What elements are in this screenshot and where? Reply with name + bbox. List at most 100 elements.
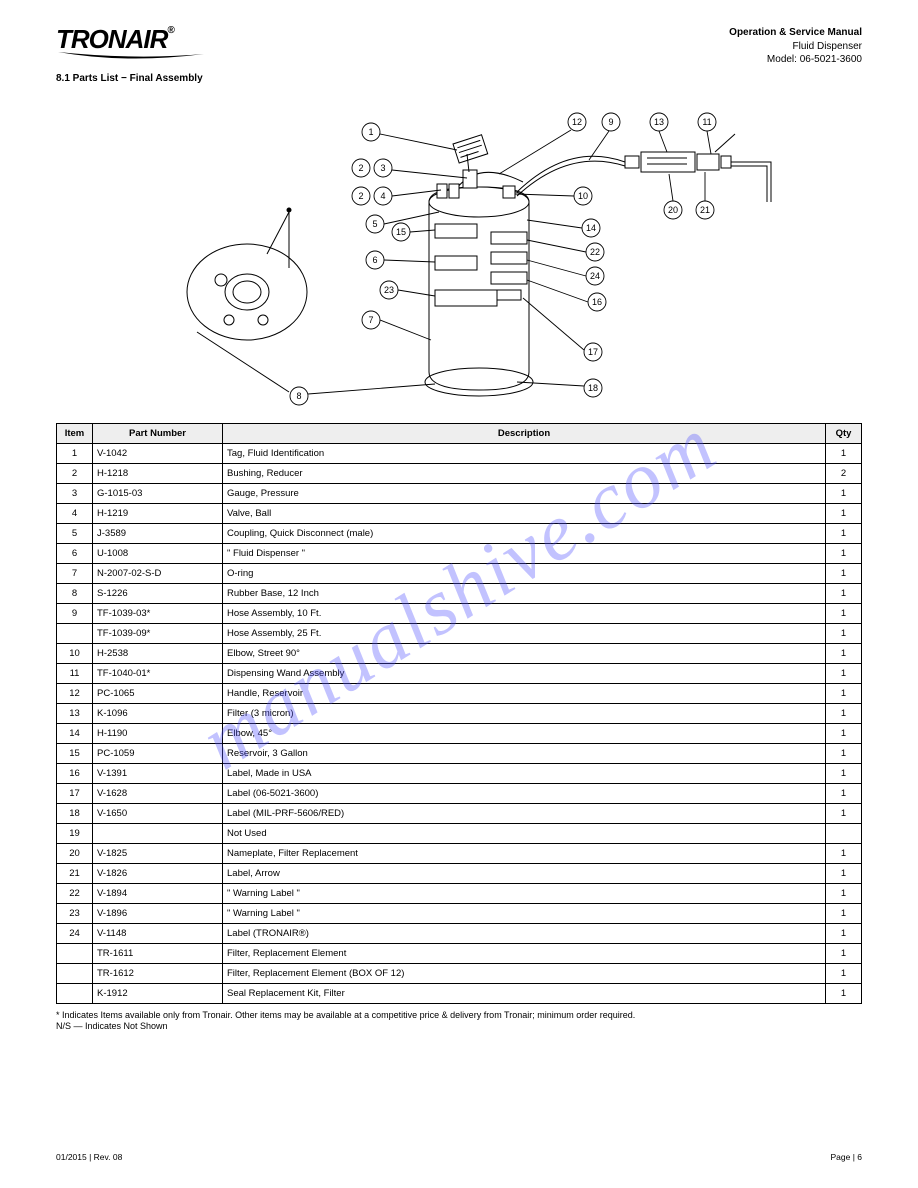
cell-part: V-1894 — [93, 883, 223, 903]
model-number: Model: 06-5021-3600 — [729, 53, 862, 67]
svg-text:13: 13 — [654, 117, 664, 127]
cell-desc: Handle, Reservoir — [223, 683, 826, 703]
table-row: 13K-1096Filter (3 micron)1 — [57, 703, 862, 723]
cell-qty: 1 — [826, 983, 862, 1003]
cell-desc: " Warning Label " — [223, 903, 826, 923]
table-row: 3G-1015-03Gauge, Pressure1 — [57, 483, 862, 503]
cell-qty: 1 — [826, 763, 862, 783]
svg-text:21: 21 — [700, 205, 710, 215]
table-row: TR-1612Filter, Replacement Element (BOX … — [57, 963, 862, 983]
page-header: TRONAIR® Operation & Service Manual Flui… — [56, 26, 862, 67]
cell-qty: 1 — [826, 583, 862, 603]
cell-desc: Hose Assembly, 25 Ft. — [223, 623, 826, 643]
cell-item: 11 — [57, 663, 93, 683]
col-item: Item — [57, 423, 93, 443]
cell-part: V-1650 — [93, 803, 223, 823]
cell-desc: Hose Assembly, 10 Ft. — [223, 603, 826, 623]
svg-text:7: 7 — [368, 315, 373, 325]
svg-text:20: 20 — [668, 205, 678, 215]
cell-part: TF-1040-01* — [93, 663, 223, 683]
table-row: 6U-1008" Fluid Dispenser "1 — [57, 543, 862, 563]
cell-qty — [826, 823, 862, 843]
svg-text:16: 16 — [592, 297, 602, 307]
table-header-row: Item Part Number Description Qty — [57, 423, 862, 443]
cell-item: 8 — [57, 583, 93, 603]
svg-text:8: 8 — [296, 391, 301, 401]
svg-text:23: 23 — [384, 285, 394, 295]
cell-item: 20 — [57, 843, 93, 863]
cell-part: H-1218 — [93, 463, 223, 483]
cell-desc: " Fluid Dispenser " — [223, 543, 826, 563]
cell-desc: Filter, Replacement Element — [223, 943, 826, 963]
svg-text:6: 6 — [372, 255, 377, 265]
cell-part: J-3589 — [93, 523, 223, 543]
cell-qty: 1 — [826, 723, 862, 743]
cell-desc: Label (MIL-PRF-5606/RED) — [223, 803, 826, 823]
svg-text:24: 24 — [590, 271, 600, 281]
table-row: 22V-1894" Warning Label "1 — [57, 883, 862, 903]
cell-qty: 1 — [826, 863, 862, 883]
cell-part: G-1015-03 — [93, 483, 223, 503]
cell-desc: Label (TRONAIR®) — [223, 923, 826, 943]
cell-item: 4 — [57, 503, 93, 523]
col-qty: Qty — [826, 423, 862, 443]
product-type: Fluid Dispenser — [729, 40, 862, 54]
cell-qty: 1 — [826, 483, 862, 503]
cell-item: 15 — [57, 743, 93, 763]
table-row: 21V-1826Label, Arrow1 — [57, 863, 862, 883]
document-title-block: Operation & Service Manual Fluid Dispens… — [729, 26, 862, 67]
cell-qty: 1 — [826, 943, 862, 963]
table-row: 4H-1219Valve, Ball1 — [57, 503, 862, 523]
section-heading: 8.1 Parts List − Final Assembly — [56, 73, 862, 84]
cell-item: 21 — [57, 863, 93, 883]
cell-desc: Dispensing Wand Assembly — [223, 663, 826, 683]
cell-item: 6 — [57, 543, 93, 563]
cell-part — [93, 823, 223, 843]
cell-item: 2 — [57, 463, 93, 483]
table-row: 12PC-1065Handle, Reservoir1 — [57, 683, 862, 703]
cell-part: V-1896 — [93, 903, 223, 923]
col-part: Part Number — [93, 423, 223, 443]
cell-part: U-1008 — [93, 543, 223, 563]
cell-desc: Filter (3 micron) — [223, 703, 826, 723]
cell-qty: 1 — [826, 963, 862, 983]
table-row: 17V-1628Label (06-5021-3600)1 — [57, 783, 862, 803]
cell-desc: O-ring — [223, 563, 826, 583]
svg-text:12: 12 — [572, 117, 582, 127]
table-notes: * Indicates Items available only from Tr… — [56, 1010, 862, 1033]
svg-text:4: 4 — [380, 191, 385, 201]
cell-item — [57, 963, 93, 983]
table-row: 19Not Used — [57, 823, 862, 843]
cell-item: 14 — [57, 723, 93, 743]
cell-qty: 1 — [826, 903, 862, 923]
cell-qty: 1 — [826, 603, 862, 623]
cell-part: V-1826 — [93, 863, 223, 883]
col-desc: Description — [223, 423, 826, 443]
cell-item: 22 — [57, 883, 93, 903]
cell-item: 24 — [57, 923, 93, 943]
cell-part: K-1912 — [93, 983, 223, 1003]
cell-item: 5 — [57, 523, 93, 543]
svg-text:18: 18 — [588, 383, 598, 393]
cell-desc: Label (06-5021-3600) — [223, 783, 826, 803]
note-line: * Indicates Items available only from Tr… — [56, 1010, 862, 1022]
cell-item — [57, 623, 93, 643]
cell-desc: Gauge, Pressure — [223, 483, 826, 503]
note-line: N/S — Indicates Not Shown — [56, 1021, 862, 1033]
svg-text:1: 1 — [368, 127, 373, 137]
cell-desc: " Warning Label " — [223, 883, 826, 903]
cell-qty: 1 — [826, 523, 862, 543]
registered-mark: ® — [167, 25, 173, 36]
svg-text:11: 11 — [702, 117, 711, 127]
cell-desc: Elbow, 45° — [223, 723, 826, 743]
svg-text:14: 14 — [586, 223, 596, 233]
table-row: TR-1611Filter, Replacement Element1 — [57, 943, 862, 963]
cell-item: 7 — [57, 563, 93, 583]
cell-item: 19 — [57, 823, 93, 843]
cell-part: N-2007-02-S-D — [93, 563, 223, 583]
table-row: 20V-1825Nameplate, Filter Replacement1 — [57, 843, 862, 863]
cell-qty: 1 — [826, 743, 862, 763]
cell-part: V-1148 — [93, 923, 223, 943]
cell-item: 12 — [57, 683, 93, 703]
svg-text:2: 2 — [358, 163, 363, 173]
